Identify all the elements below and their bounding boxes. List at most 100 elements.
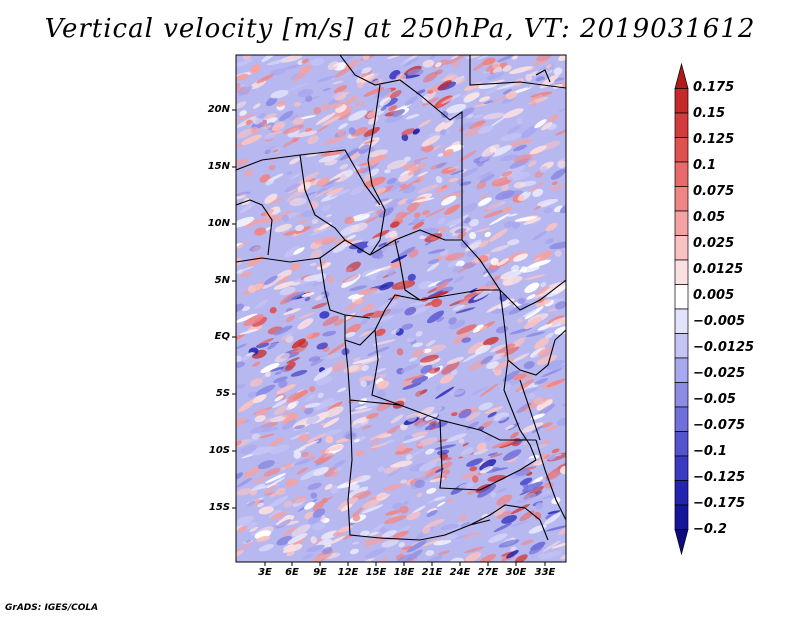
velocity-streak [360,318,369,325]
velocity-streak [277,100,286,108]
colorbar-label: −0.075 [693,418,746,433]
velocity-streak [346,476,364,484]
velocity-streak [247,391,257,398]
velocity-streak [351,213,371,222]
velocity-streak [453,275,465,283]
velocity-streak [495,343,516,354]
velocity-streak [392,108,406,118]
velocity-streak [249,378,263,387]
velocity-streak [477,483,497,498]
velocity-streak [286,187,307,202]
velocity-streak [237,269,244,275]
velocity-streak [427,90,434,94]
velocity-streak [541,422,553,429]
velocity-streak [539,453,550,458]
velocity-streak [559,204,566,214]
velocity-streak [383,483,403,492]
velocity-streak [368,116,379,125]
velocity-streak [327,342,347,356]
velocity-streak [530,99,537,107]
velocity-streak [323,136,346,145]
velocity-streak [479,465,494,474]
velocity-streak [242,55,252,61]
velocity-streak [387,466,403,477]
velocity-streak [322,315,340,327]
velocity-streak [484,231,492,238]
velocity-streak [453,319,466,329]
velocity-streak [348,285,368,291]
velocity-streak [329,535,346,545]
velocity-streak [433,496,446,501]
velocity-streak [474,344,491,355]
velocity-streak [532,59,548,66]
velocity-streak [473,103,488,108]
velocity-streak [558,108,566,112]
velocity-streak [540,121,553,131]
velocity-streak [331,80,344,85]
velocity-streak [513,253,528,262]
velocity-streak [502,108,524,119]
velocity-streak [302,553,314,560]
velocity-streak [381,539,399,548]
velocity-streak [454,228,467,234]
velocity-streak [479,172,495,183]
velocity-streak [528,544,544,555]
velocity-streak [435,62,442,68]
colorbar-segment [674,259,689,285]
colorbar [674,62,689,556]
velocity-streak [298,65,313,74]
velocity-streak [544,512,561,525]
lon-label-12e: 12E [337,567,359,578]
velocity-streak [285,361,296,371]
velocity-streak [451,412,458,417]
velocity-streak [323,417,340,428]
velocity-streak [307,482,322,490]
velocity-streak [483,272,489,278]
velocity-streak [510,139,534,146]
velocity-streak [276,519,292,529]
velocity-streak [276,487,287,495]
velocity-streak [325,435,334,444]
lat-label-10n: 10N [207,218,230,229]
velocity-streak [252,361,261,367]
velocity-streak [254,415,266,423]
velocity-streak [343,312,356,321]
velocity-streak [343,239,363,248]
velocity-streak [269,307,277,314]
velocity-streak [249,424,273,434]
colorbar-label: 0.175 [693,80,735,95]
velocity-streak [310,58,325,66]
colorbar-segment [674,455,689,481]
velocity-streak [434,69,443,75]
velocity-streak [273,376,288,384]
velocity-streak [521,387,537,394]
velocity-streak [375,346,390,353]
velocity-streak [236,73,249,81]
velocity-streak [382,198,403,212]
velocity-streak [427,133,435,138]
lon-label-21e: 21E [421,567,443,578]
velocity-streak [539,550,562,560]
velocity-streak [236,240,249,253]
velocity-streak [426,262,440,272]
velocity-streak [304,394,316,402]
velocity-streak [304,296,311,302]
velocity-streak [260,214,278,224]
velocity-streak [362,499,381,509]
velocity-streak [279,286,296,296]
velocity-streak [423,555,443,562]
velocity-streak [534,119,547,129]
velocity-streak [421,209,430,216]
velocity-streak [398,180,417,192]
velocity-streak [396,348,404,356]
velocity-streak [393,554,412,562]
velocity-streak [324,159,338,166]
velocity-streak [321,530,339,540]
velocity-streak [286,357,300,364]
velocity-streak [256,535,271,542]
velocity-streak [530,91,553,98]
velocity-streak [283,291,305,303]
velocity-streak [359,72,379,85]
velocity-streak [501,184,509,192]
velocity-streak [536,398,553,411]
